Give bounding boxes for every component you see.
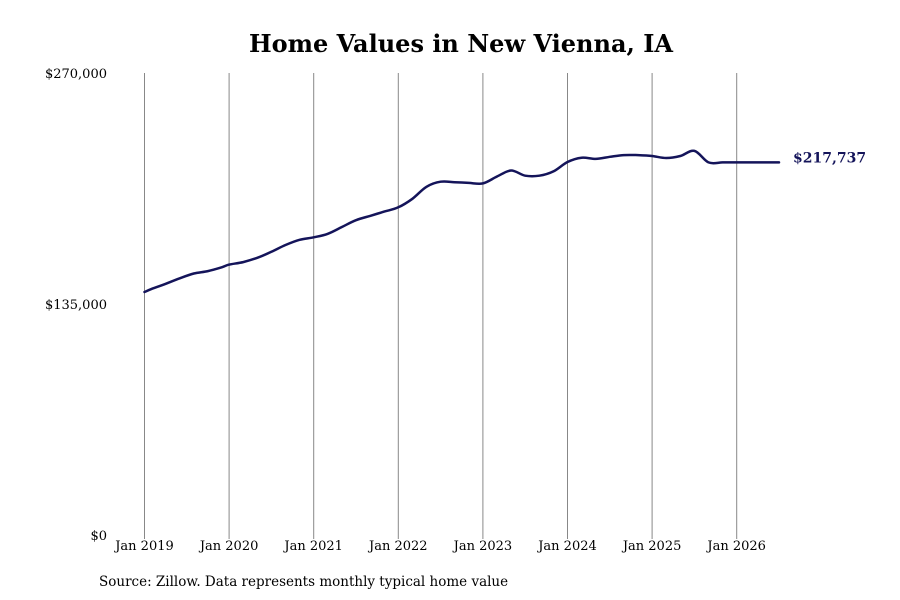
x-tick-label: Jan 2025 [621,539,682,554]
end-value-label: $217,737 [793,150,866,166]
x-tick-label: Jan 2019 [113,539,174,554]
x-tick-label: Jan 2021 [282,539,343,554]
x-tick-label: Jan 2020 [198,539,259,554]
x-axis: Jan 2019 Jan 2020 Jan 2021 Jan 2022 Jan 2023… [113,539,766,554]
x-tick-label: Jan 2022 [367,539,428,554]
y-tick-label: $270,000 [45,67,107,82]
x-tick-label: Jan 2026 [705,539,766,554]
y-tick-label: $0 [90,529,107,544]
home-value-line [143,149,781,294]
y-axis: $0 $135,000 $270,000 [45,67,107,544]
grid-lines [144,73,738,539]
chart-title: Home Values in New Vienna, IA [249,29,673,58]
source-note: Source: Zillow. Data represents monthly … [99,574,508,590]
x-tick-label: Jan 2024 [536,539,597,554]
series-group [143,149,781,294]
y-tick-label: $135,000 [45,298,107,313]
x-tick-label: Jan 2023 [452,539,513,554]
